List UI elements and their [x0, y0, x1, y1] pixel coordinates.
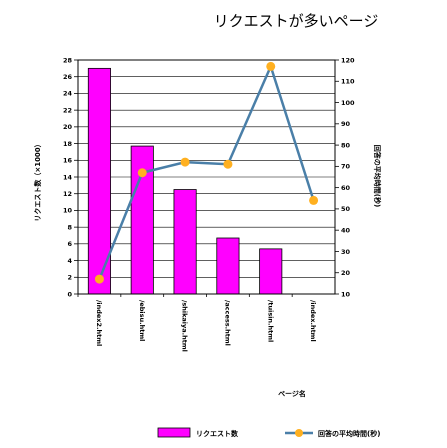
line-point-2	[180, 157, 190, 167]
x-tick-label-1: /ebisu.html	[138, 300, 146, 341]
x-tick-label-4: /tuisin.html	[266, 300, 274, 342]
x-tick-label-0: /index2.html	[95, 300, 103, 346]
legend: リクエスト数 回答の平均時間(秒)	[157, 427, 380, 438]
left-tick-label-1: 2	[67, 274, 72, 282]
left-tick-label-14: 28	[63, 56, 73, 64]
left-tick-label-3: 6	[67, 240, 72, 248]
line-point-4	[266, 61, 276, 71]
x-tick-label-2: /shikaiya.html	[181, 300, 189, 352]
legend-swatch-bar	[157, 427, 191, 438]
line-point-1	[137, 168, 147, 178]
line-point-5	[309, 195, 319, 205]
y-axis-right-title: 回答の平均時間(秒)	[373, 145, 382, 207]
left-tick-label-0: 0	[67, 290, 72, 298]
left-tick-label-9: 18	[63, 140, 73, 148]
left-tick-label-4: 8	[67, 223, 72, 231]
left-tick-label-5: 10	[63, 207, 73, 215]
y-axis-left-title: リクエスト数（×1000）	[33, 140, 42, 221]
right-tick-label-11: 120	[341, 56, 355, 64]
grid	[78, 59, 335, 294]
line-series	[94, 61, 319, 284]
right-tick-label-9: 100	[341, 99, 355, 107]
right-tick-label-5: 60	[341, 184, 351, 192]
legend-label-line: 回答の平均時間(秒)	[318, 429, 380, 438]
bar-4	[259, 248, 283, 295]
line-path	[98, 62, 315, 280]
left-tick-label-11: 22	[63, 106, 72, 114]
right-tick-label-4: 50	[341, 205, 351, 213]
left-tick-label-10: 20	[63, 123, 73, 131]
x-tick-label-5: /index.html	[309, 300, 317, 342]
x-axis-title: ページ名	[278, 389, 306, 398]
chart-title: リクエストが多いページ	[214, 12, 379, 30]
legend-swatch-marker	[295, 429, 303, 437]
right-tick-label-7: 80	[341, 141, 351, 149]
bar-2	[173, 189, 197, 295]
right-tick-label-8: 90	[341, 120, 351, 128]
legend-label-bar: リクエスト数	[196, 429, 239, 438]
bar-3	[216, 237, 240, 295]
x-tick-label-3: /access.html	[223, 300, 231, 346]
right-axis-ticks: 10 20 30 40 50 60 70 80 90 100 110 120	[335, 56, 355, 298]
line-point-3	[223, 159, 233, 169]
x-axis-ticks: /index2.html/ebisu.html/shikaiya.html/ac…	[77, 294, 317, 352]
left-tick-label-7: 14	[63, 173, 73, 181]
left-tick-label-6: 12	[63, 190, 72, 198]
left-tick-label-8: 16	[63, 157, 73, 165]
right-tick-label-3: 40	[341, 226, 351, 234]
right-tick-label-10: 110	[341, 78, 355, 86]
left-tick-label-2: 4	[67, 257, 72, 265]
line-point-0	[94, 274, 104, 284]
right-tick-label-0: 10	[341, 290, 351, 298]
right-tick-label-1: 20	[341, 269, 351, 277]
left-tick-label-13: 26	[63, 73, 73, 81]
right-tick-label-6: 70	[341, 163, 351, 171]
left-tick-label-12: 24	[63, 90, 73, 98]
right-tick-label-2: 30	[341, 248, 351, 256]
